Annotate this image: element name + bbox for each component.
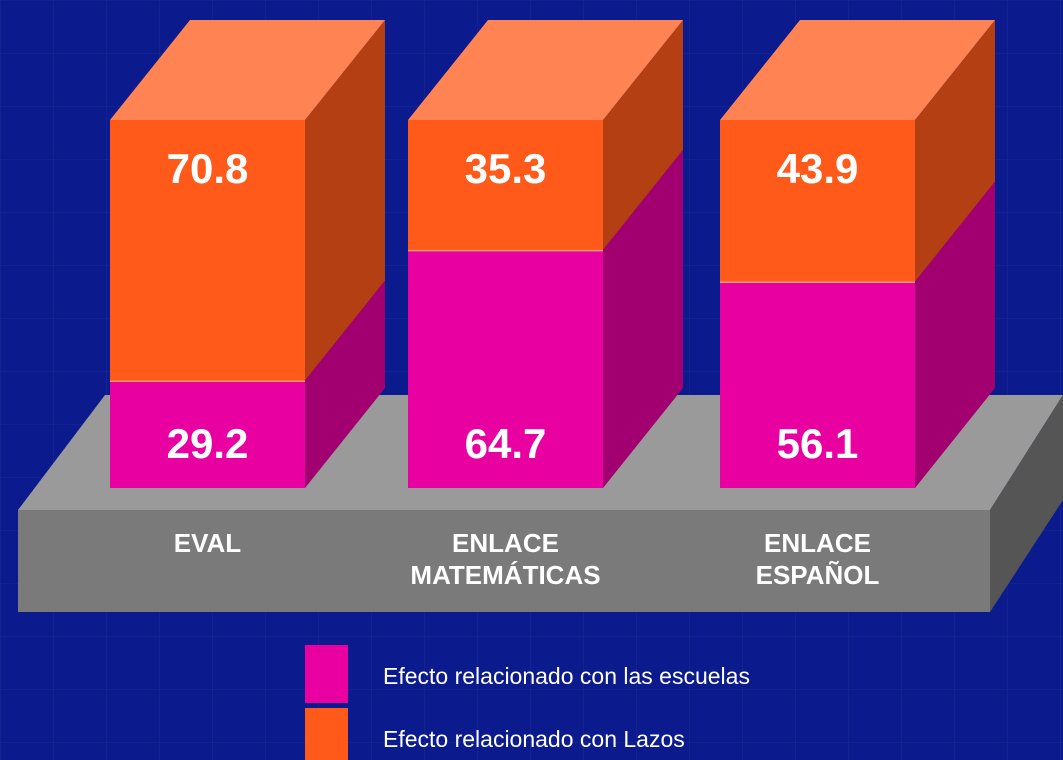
value-label: 43.9 [777, 145, 859, 192]
bar-side [603, 20, 683, 250]
value-label: 35.3 [465, 145, 547, 192]
value-label: 29.2 [167, 420, 249, 467]
bar-side [915, 20, 995, 282]
bar-side [915, 181, 995, 488]
value-label: 56.1 [777, 420, 859, 467]
bar-top [408, 20, 683, 120]
legend-label: Efecto relacionado con Lazos [383, 726, 685, 752]
bar-top [720, 20, 995, 120]
bar [110, 380, 305, 488]
bar [408, 120, 603, 250]
bar-side [603, 149, 683, 489]
bar-top [110, 20, 385, 120]
legend-swatch [305, 645, 348, 703]
value-label: 64.7 [465, 420, 547, 467]
bar [408, 249, 603, 488]
x-tick-label: ENLACE MATEMÁTICAS [410, 528, 601, 590]
legend-swatch [305, 708, 348, 760]
legend-label: Efecto relacionado con las escuelas [383, 663, 750, 689]
bar [720, 120, 915, 282]
bar-side [305, 280, 385, 488]
value-label: 70.8 [167, 145, 249, 192]
x-tick-label: ENLACE ESPAÑOL [755, 528, 880, 590]
platform-side [990, 395, 1063, 612]
x-tick-label: EVAL [173, 528, 242, 558]
bar [720, 281, 915, 488]
platform-front [18, 510, 990, 612]
bar [110, 120, 305, 381]
bar-side [305, 20, 385, 381]
